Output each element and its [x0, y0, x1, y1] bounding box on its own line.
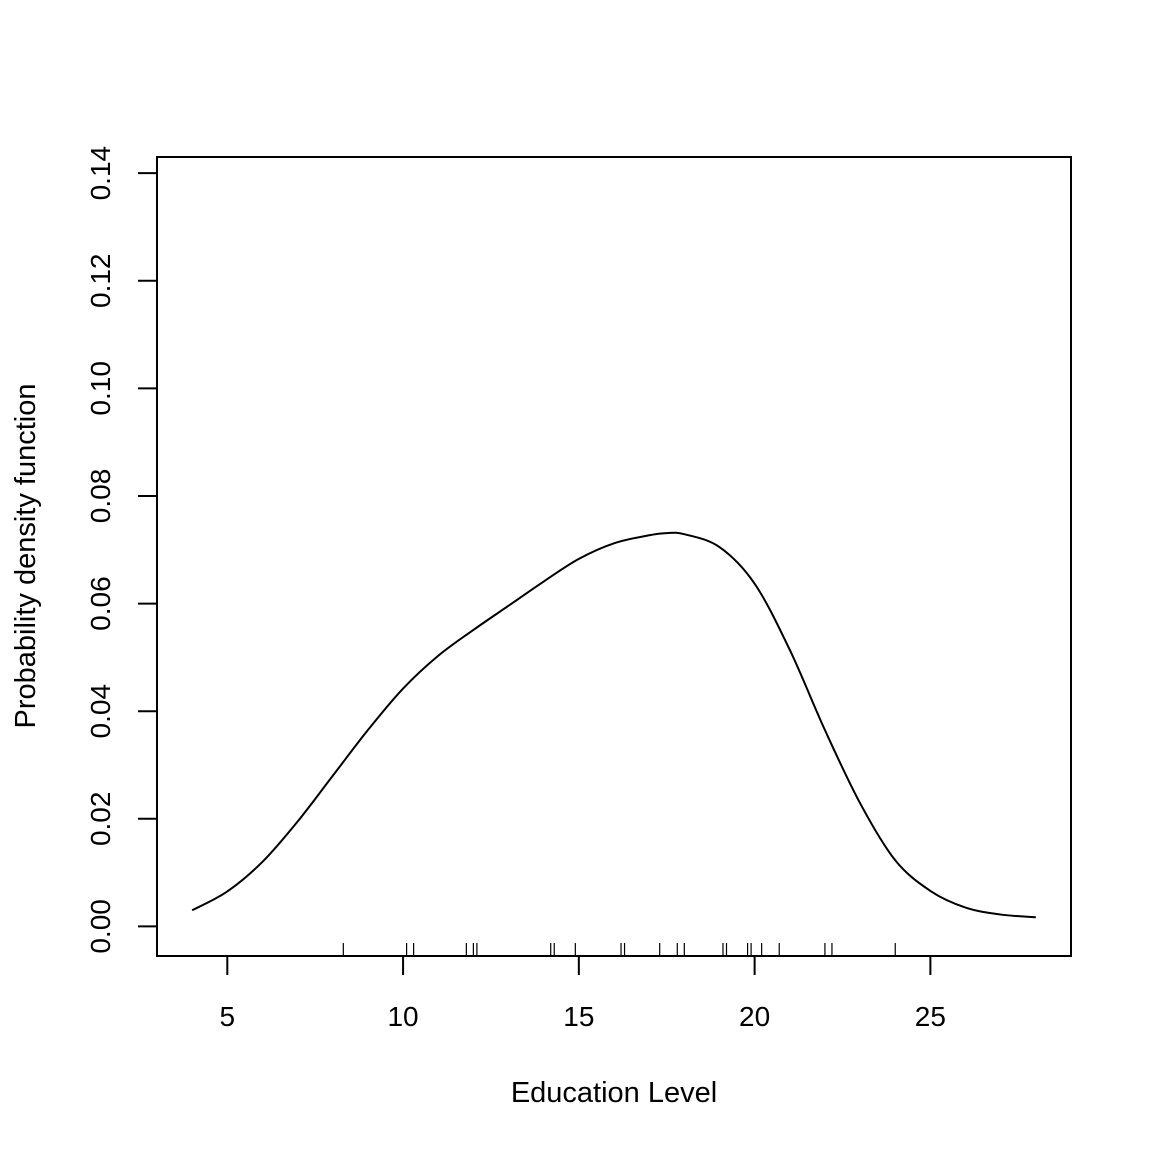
y-tick-label: 0.00 — [85, 899, 116, 954]
rug-ticks — [342, 943, 896, 956]
x-tick-label: 15 — [563, 1001, 594, 1032]
y-tick-label: 0.06 — [85, 576, 116, 631]
y-tick-label: 0.14 — [85, 146, 116, 201]
x-axis-title: Education Level — [511, 1077, 717, 1109]
x-axis: 5 10 15 20 25 — [220, 955, 946, 1032]
y-tick-label: 0.02 — [85, 792, 116, 847]
x-tick-label: 10 — [387, 1001, 418, 1032]
plot-frame — [156, 156, 1072, 957]
y-tick-label: 0.10 — [85, 361, 116, 416]
x-tick-label: 25 — [915, 1001, 946, 1032]
x-tick-label: 20 — [739, 1001, 770, 1032]
y-axis-title: Probability density function — [10, 384, 42, 729]
y-tick-label: 0.12 — [85, 254, 116, 309]
y-tick-label: 0.04 — [85, 684, 116, 739]
x-tick-label: 5 — [220, 1001, 236, 1032]
density-curve — [191, 531, 1036, 919]
y-tick-label: 0.08 — [85, 469, 116, 524]
y-axis: 0.00 0.02 0.04 0.06 0.08 0.10 0.12 0.14 — [85, 146, 158, 954]
